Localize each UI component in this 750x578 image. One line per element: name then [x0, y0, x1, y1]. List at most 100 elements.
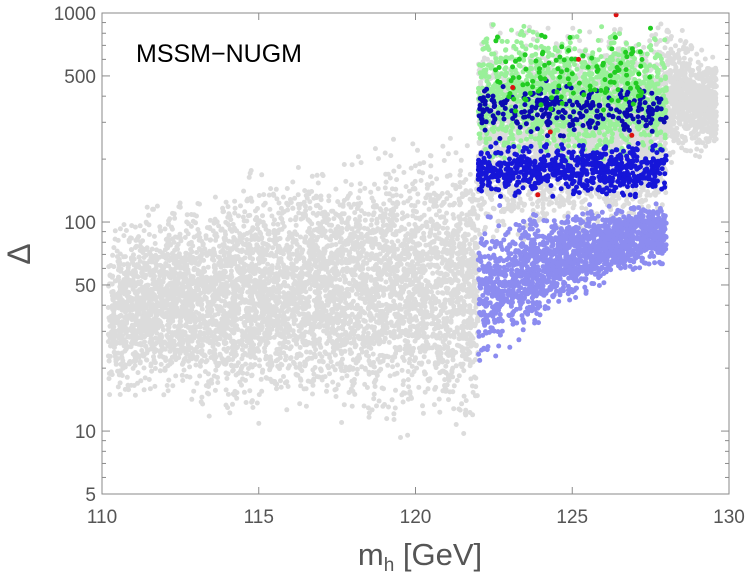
point-all-points	[234, 390, 240, 396]
point-all-points	[299, 368, 305, 374]
point-all-points	[387, 276, 393, 282]
point-all-points	[181, 291, 187, 297]
point-all-points	[112, 228, 118, 234]
point-all-points	[208, 237, 214, 243]
point-all-points	[431, 402, 437, 408]
point-all-points	[311, 378, 317, 383]
point-all-points	[309, 173, 315, 179]
point-all-points	[188, 223, 194, 229]
point-all-points	[152, 346, 158, 352]
point-all-points	[187, 240, 192, 246]
point-all-points	[262, 200, 268, 206]
point-all-points	[295, 192, 301, 198]
point-all-points	[345, 241, 351, 247]
point-all-points	[297, 361, 303, 367]
point-all-points	[342, 306, 348, 312]
point-all-points	[232, 290, 238, 296]
point-all-points	[147, 269, 153, 275]
point-all-points	[303, 403, 309, 409]
point-all-points	[252, 283, 257, 288]
point-all-points	[420, 410, 426, 416]
point-all-points	[375, 186, 381, 192]
point-all-points	[347, 191, 353, 196]
point-all-points	[371, 363, 377, 369]
point-all-points	[308, 325, 314, 331]
point-all-points	[230, 367, 236, 373]
point-all-points	[348, 231, 354, 237]
point-all-points	[388, 222, 394, 228]
point-all-points	[345, 260, 351, 266]
point-all-points	[369, 251, 375, 257]
point-all-points	[380, 324, 386, 330]
point-all-points	[410, 181, 416, 187]
point-all-points	[463, 398, 469, 404]
point-all-points	[114, 254, 120, 260]
point-all-points	[230, 221, 236, 227]
point-all-points	[376, 156, 381, 162]
point-all-points	[288, 217, 293, 223]
point-all-points	[427, 230, 433, 236]
point-all-points	[316, 316, 322, 322]
point-all-points	[108, 317, 114, 323]
point-all-points	[330, 297, 336, 303]
point-all-points	[159, 269, 165, 275]
point-all-points	[407, 312, 413, 318]
point-all-points	[247, 314, 253, 320]
data-points	[105, 12, 719, 440]
point-all-points	[154, 203, 160, 209]
point-all-points	[281, 330, 287, 335]
point-all-points	[307, 205, 313, 211]
point-all-points	[160, 251, 166, 257]
point-all-points	[364, 260, 370, 266]
point-all-points	[371, 391, 377, 397]
point-all-points	[397, 302, 403, 308]
point-all-points	[398, 313, 404, 319]
point-all-points	[474, 393, 480, 399]
point-all-points	[289, 290, 295, 296]
point-all-points	[348, 351, 353, 356]
point-all-points	[109, 289, 115, 295]
point-all-points	[193, 220, 198, 226]
point-all-points	[131, 268, 136, 274]
point-all-points	[391, 136, 396, 142]
point-all-points	[374, 216, 380, 222]
point-all-points	[343, 364, 349, 370]
point-all-points	[116, 335, 122, 341]
point-all-points	[239, 248, 245, 254]
point-all-points	[296, 353, 302, 359]
point-all-points	[378, 366, 384, 372]
point-all-points	[228, 362, 234, 368]
point-all-points	[298, 325, 304, 331]
point-all-points	[401, 267, 407, 273]
point-all-points	[158, 353, 164, 359]
point-all-points	[281, 374, 286, 379]
point-all-points	[391, 168, 397, 174]
point-all-points	[405, 231, 411, 237]
point-all-points	[319, 354, 325, 360]
point-all-points	[301, 333, 307, 339]
point-all-points	[354, 257, 360, 263]
point-all-points	[415, 191, 421, 197]
point-all-points	[297, 345, 303, 350]
point-all-points	[110, 252, 116, 258]
point-all-points	[273, 298, 279, 304]
point-all-points	[157, 368, 163, 374]
point-all-points	[410, 323, 416, 329]
point-all-points	[234, 345, 240, 351]
point-all-points	[456, 332, 462, 338]
point-all-points	[211, 249, 217, 255]
point-all-points	[444, 173, 450, 179]
point-all-points	[138, 335, 144, 341]
point-all-points	[374, 307, 379, 313]
point-all-points	[201, 269, 207, 274]
point-all-points	[335, 199, 341, 205]
point-all-points	[154, 286, 160, 292]
point-all-points	[294, 336, 300, 342]
point-all-points	[269, 213, 275, 219]
point-all-points	[175, 241, 181, 247]
point-all-points	[262, 345, 267, 351]
point-all-points	[344, 269, 350, 275]
point-all-points	[357, 355, 363, 361]
point-all-points	[424, 224, 430, 230]
point-all-points	[215, 375, 220, 380]
